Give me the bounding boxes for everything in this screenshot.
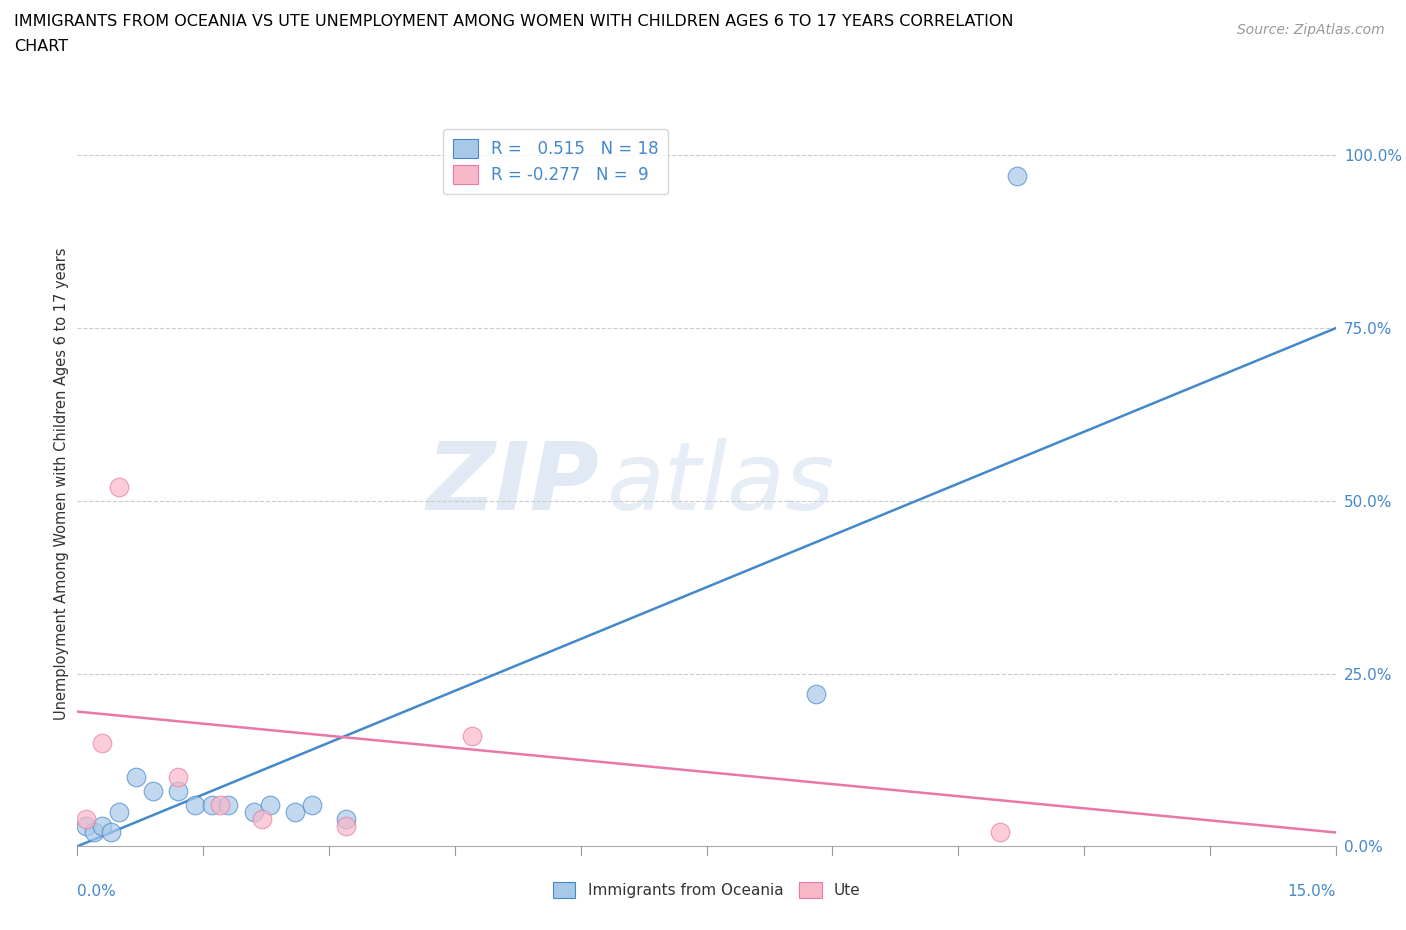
Legend: Immigrants from Oceania, Ute: Immigrants from Oceania, Ute bbox=[547, 876, 866, 904]
Point bbox=[100, 825, 122, 840]
Text: atlas: atlas bbox=[606, 438, 834, 529]
Point bbox=[335, 811, 357, 826]
Point bbox=[301, 797, 323, 812]
Text: 0.0%: 0.0% bbox=[77, 884, 117, 899]
Text: IMMIGRANTS FROM OCEANIA VS UTE UNEMPLOYMENT AMONG WOMEN WITH CHILDREN AGES 6 TO : IMMIGRANTS FROM OCEANIA VS UTE UNEMPLOYM… bbox=[14, 14, 1014, 29]
Point bbox=[91, 818, 114, 833]
Point bbox=[242, 804, 264, 819]
Text: Source: ZipAtlas.com: Source: ZipAtlas.com bbox=[1237, 23, 1385, 37]
Point bbox=[250, 811, 273, 826]
Point bbox=[804, 687, 827, 702]
Point bbox=[108, 804, 131, 819]
Point bbox=[75, 818, 97, 833]
Point bbox=[108, 480, 131, 495]
Point bbox=[259, 797, 281, 812]
Text: ZIP: ZIP bbox=[426, 438, 599, 529]
Point bbox=[200, 797, 222, 812]
Point bbox=[125, 770, 148, 785]
Text: CHART: CHART bbox=[14, 39, 67, 54]
Point bbox=[217, 797, 239, 812]
Point bbox=[460, 728, 482, 743]
Point bbox=[1005, 168, 1028, 183]
Point bbox=[284, 804, 307, 819]
Text: 15.0%: 15.0% bbox=[1288, 884, 1336, 899]
Point bbox=[142, 784, 165, 799]
Point bbox=[988, 825, 1011, 840]
Point bbox=[75, 811, 97, 826]
Point bbox=[208, 797, 231, 812]
Point bbox=[91, 736, 114, 751]
Point bbox=[83, 825, 105, 840]
Point bbox=[167, 784, 190, 799]
Y-axis label: Unemployment Among Women with Children Ages 6 to 17 years: Unemployment Among Women with Children A… bbox=[53, 247, 69, 720]
Point bbox=[335, 818, 357, 833]
Point bbox=[184, 797, 207, 812]
Point bbox=[167, 770, 190, 785]
